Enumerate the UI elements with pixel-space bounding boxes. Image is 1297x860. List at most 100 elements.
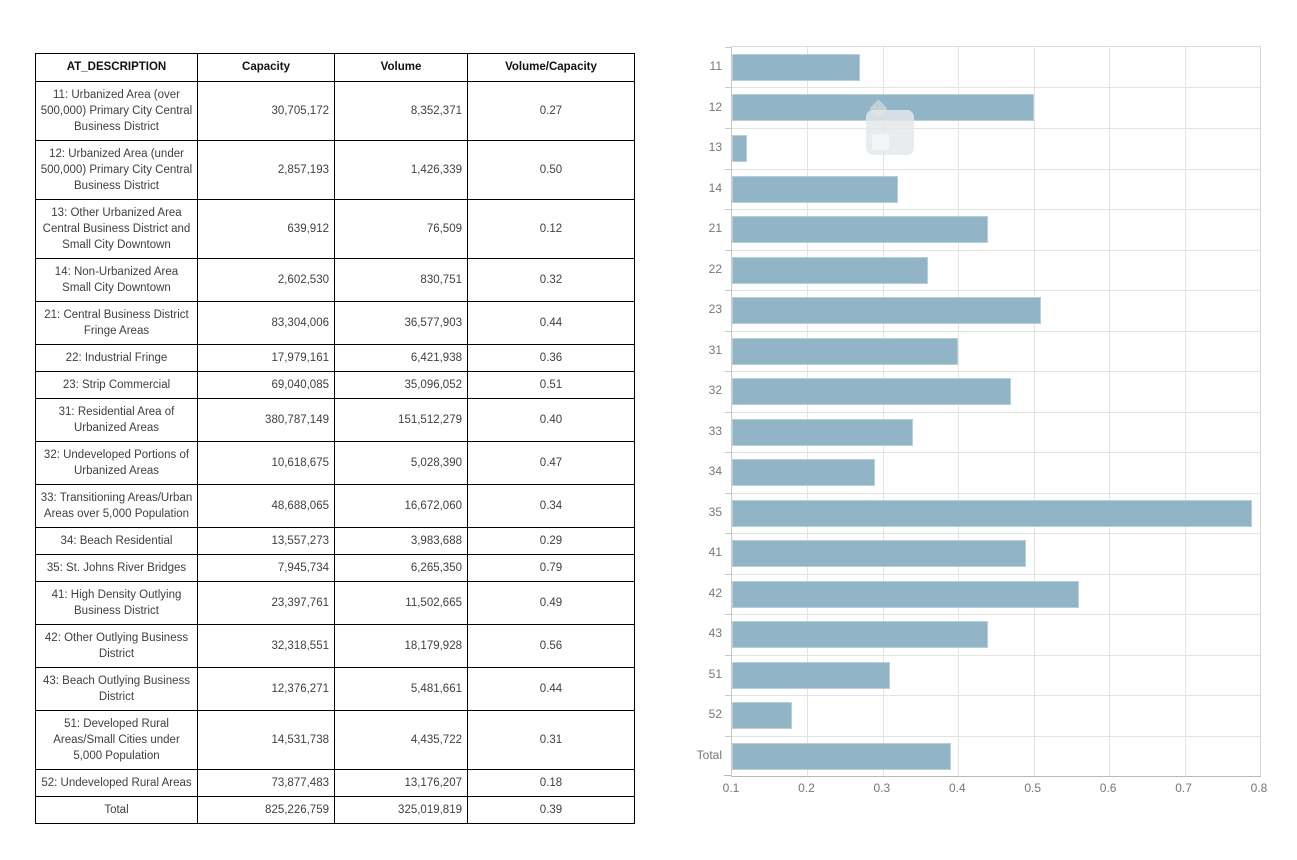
y-axis-tick xyxy=(725,694,732,696)
bar-33[interactable] xyxy=(732,418,914,446)
table-header: AT_DESCRIPTION Capacity Volume Volume/Capac… xyxy=(35,53,635,82)
horizontal-gridline xyxy=(725,735,1260,737)
cell-volume: 151,512,279 xyxy=(334,398,468,442)
table-row: 52: Undeveloped Rural Areas 73,877,483 13,… xyxy=(35,769,635,797)
cell-description: 31: Residential Area of Urbanized Areas xyxy=(35,398,198,442)
bar-11[interactable] xyxy=(732,54,861,81)
cell-volume: 11,502,665 xyxy=(334,581,468,625)
x-axis-line-extension xyxy=(724,775,731,776)
table-row: 22: Industrial Fringe 17,979,161 6,421,938… xyxy=(35,344,635,372)
y-axis-tick xyxy=(725,492,732,494)
bar-43[interactable] xyxy=(732,621,989,648)
x-axis-tick-label: 0.5 xyxy=(1024,781,1042,795)
cell-description: 14: Non-Urbanized Area Small City Downto… xyxy=(35,258,198,302)
bar-41[interactable] xyxy=(732,539,1027,567)
bar-35[interactable] xyxy=(732,499,1253,527)
cell-ratio: 0.49 xyxy=(467,581,635,625)
y-axis-label: 22 xyxy=(708,261,722,276)
y-axis-label: 12 xyxy=(708,99,722,114)
bar-14[interactable] xyxy=(732,175,898,203)
horizontal-gridline xyxy=(725,533,1260,534)
cell-description: 43: Beach Outlying Business District xyxy=(35,667,198,711)
cell-description: 21: Central Business District Fringe Are… xyxy=(35,301,198,345)
cell-description: 41: High Density Outlying Business Distr… xyxy=(35,581,198,625)
cell-description: 52: Undeveloped Rural Areas xyxy=(35,769,198,797)
x-axis-tick-label: 0.7 xyxy=(1175,781,1192,795)
column-header: Volume xyxy=(334,53,468,82)
cell-capacity: 32,318,551 xyxy=(197,624,335,668)
table-row: 33: Transitioning Areas/Urban Areas over… xyxy=(35,484,635,528)
horizontal-gridline xyxy=(725,330,1260,332)
bar-31[interactable] xyxy=(732,337,959,365)
y-axis-label: 52 xyxy=(708,707,722,722)
horizontal-gridline xyxy=(725,208,1260,210)
y-axis-tick xyxy=(725,290,732,291)
table-total-row: Total 825,226,759 325,019,819 0.39 xyxy=(35,796,635,824)
x-axis-tick-label: 0.2 xyxy=(798,781,815,795)
cell-ratio: 0.56 xyxy=(467,624,635,668)
cell-ratio: 0.32 xyxy=(467,258,635,302)
table-row: 34: Beach Residential 13,557,273 3,983,688… xyxy=(35,527,635,555)
horizontal-gridline xyxy=(725,87,1260,89)
cell-description: 33: Transitioning Areas/Urban Areas over… xyxy=(35,484,198,528)
horizontal-gridline xyxy=(725,290,1260,291)
table-row: 31: Residential Area of Urbanized Areas 3… xyxy=(35,398,635,442)
cell-volume: 830,751 xyxy=(334,258,468,302)
bar-total[interactable] xyxy=(732,742,951,770)
y-axis-label: 11 xyxy=(709,59,722,74)
x-axis-tick-label: 0.3 xyxy=(873,781,891,795)
bar-22[interactable] xyxy=(732,256,929,284)
cell-volume: 8,352,371 xyxy=(334,81,468,141)
bar-51[interactable] xyxy=(732,661,891,689)
y-axis-tick xyxy=(725,573,732,575)
cell-volume: 6,421,938 xyxy=(334,344,468,372)
bar-23[interactable] xyxy=(732,296,1042,324)
bar-42[interactable] xyxy=(732,580,1079,608)
cell-capacity: 48,688,065 xyxy=(197,484,335,528)
bar-32[interactable] xyxy=(732,377,1012,405)
horizontal-gridline xyxy=(725,694,1260,696)
bar-21[interactable] xyxy=(732,215,989,243)
cell-capacity: 30,705,172 xyxy=(197,81,335,141)
cell-ratio: 0.34 xyxy=(467,484,635,528)
cell-capacity: 69,040,085 xyxy=(197,371,335,399)
table-row: 51: Developed Rural Areas/Small Cities u… xyxy=(35,710,635,770)
bar-34[interactable] xyxy=(732,459,876,486)
horizontal-gridline xyxy=(725,654,1260,656)
horizontal-gridline xyxy=(725,614,1260,615)
table-row: 13: Other Urbanized Area Central Busines… xyxy=(35,199,635,259)
table-row: 12: Urbanized Area (under 500,000) Prima… xyxy=(35,140,635,200)
cell-ratio: 0.79 xyxy=(467,554,635,582)
table-row: 41: High Density Outlying Business Distr… xyxy=(35,581,635,625)
cell-volume: 5,481,661 xyxy=(334,667,468,711)
bar-13[interactable] xyxy=(732,134,748,162)
x-axis-tick-label: 0.4 xyxy=(948,781,966,795)
y-axis-tick xyxy=(725,370,732,372)
cell-ratio: 0.27 xyxy=(467,81,635,141)
table-row: 32: Undeveloped Portions of Urbanized Ar… xyxy=(35,441,635,485)
bar-52[interactable] xyxy=(732,701,793,729)
cell-description: 34: Beach Residential xyxy=(35,527,198,555)
table-row: 35: St. Johns River Bridges 7,945,734 6,26… xyxy=(35,554,635,582)
cell-capacity: 83,304,006 xyxy=(197,301,335,345)
x-axis-tick-label: 0.6 xyxy=(1099,781,1117,795)
table-body: 11: Urbanized Area (over 500,000) Primar… xyxy=(35,81,635,824)
cell-ratio: 0.36 xyxy=(467,344,635,372)
y-axis-label: 51 xyxy=(708,666,722,681)
y-axis-tick xyxy=(725,87,732,89)
cell-ratio: 0.51 xyxy=(467,371,635,399)
cell-ratio: 0.44 xyxy=(467,301,635,345)
cell-ratio: 0.40 xyxy=(467,398,635,442)
cell-volume: 18,179,928 xyxy=(334,624,468,668)
cell-description: 35: St. Johns River Bridges xyxy=(35,554,198,582)
cell-capacity: 14,531,738 xyxy=(197,710,335,770)
table-row: 43: Beach Outlying Business District 12,3… xyxy=(35,667,635,711)
cell-capacity: 2,602,530 xyxy=(197,258,335,302)
x-axis-tick-label: 0.1 xyxy=(722,781,740,795)
y-axis-label: 32 xyxy=(708,383,722,398)
cell-volume: 16,672,060 xyxy=(334,484,468,528)
table-row: 14: Non-Urbanized Area Small City Downto… xyxy=(35,258,635,302)
y-axis-tick xyxy=(725,249,732,251)
y-axis-tick xyxy=(725,208,732,210)
y-axis-label: 31 xyxy=(708,342,722,357)
